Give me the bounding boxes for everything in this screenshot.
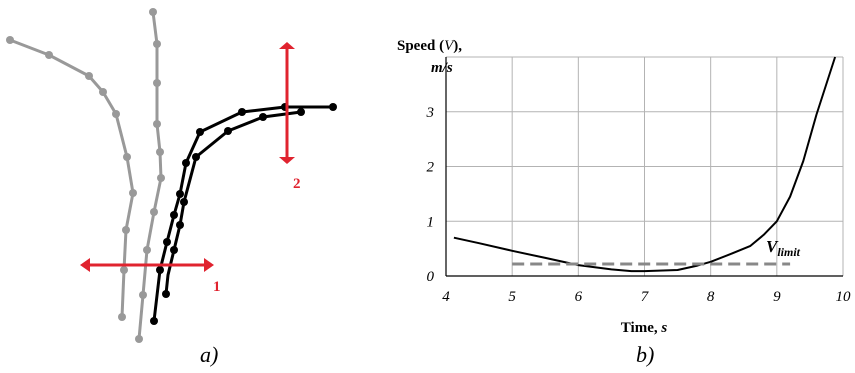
- gray-trajectory-left: [9, 38, 135, 318]
- y-tick-label: 1: [427, 214, 435, 230]
- x-tick-label: 6: [575, 289, 583, 305]
- y-axis-title-prefix: Speed (: [397, 38, 444, 54]
- x-axis-title-prefix: Time,: [621, 320, 662, 336]
- y-tick-labels: 0 1 2 3: [426, 105, 435, 285]
- y-tick-label: 2: [427, 160, 435, 176]
- x-tick-label: 9: [773, 289, 781, 305]
- black-trajectory-inner-points: [162, 108, 305, 298]
- black-trajectory-outer: [152, 105, 333, 322]
- v-limit-annotation: Vlimit: [766, 237, 801, 259]
- x-tick-labels: 4 5 6 7 8 9 10: [442, 289, 851, 305]
- v-limit-subscript: limit: [777, 245, 800, 259]
- marker-2-label: 2: [293, 176, 301, 192]
- gray-trajectory-right: [137, 11, 163, 340]
- y-axis-unit: m/s: [431, 60, 453, 76]
- x-tick-label: 8: [707, 289, 715, 305]
- cross-section-marker-2: [279, 42, 295, 164]
- chart-grid: [445, 56, 844, 277]
- chart-series: [453, 56, 837, 273]
- x-tick-label: 7: [641, 289, 650, 305]
- y-axis-title-variable: V: [444, 38, 455, 54]
- y-axis-title-suffix: ),: [453, 38, 462, 54]
- panel-a-label: a): [200, 342, 218, 367]
- marker-1-label: 1: [213, 279, 221, 295]
- black-trajectory-outer-points: [150, 103, 337, 325]
- trajectory-diagram: 1 2 a): [6, 8, 337, 367]
- v-limit-symbol: V: [766, 237, 779, 256]
- y-tick-label: 0: [427, 269, 435, 285]
- panel-b-label: b): [636, 342, 654, 367]
- x-tick-label: 5: [508, 289, 516, 305]
- y-axis-title: Speed (V),: [397, 38, 462, 54]
- x-axis-title: Time, s: [621, 320, 668, 336]
- x-tick-label: 4: [442, 289, 450, 305]
- speed-curve: [453, 56, 837, 273]
- gray-trajectory-right-points: [135, 8, 165, 343]
- x-axis-title-unit: s: [660, 320, 667, 336]
- y-tick-label: 3: [426, 105, 435, 121]
- x-tick-label: 10: [836, 289, 852, 305]
- gray-trajectory-left-points: [6, 36, 137, 321]
- cross-section-marker-1: [80, 258, 214, 272]
